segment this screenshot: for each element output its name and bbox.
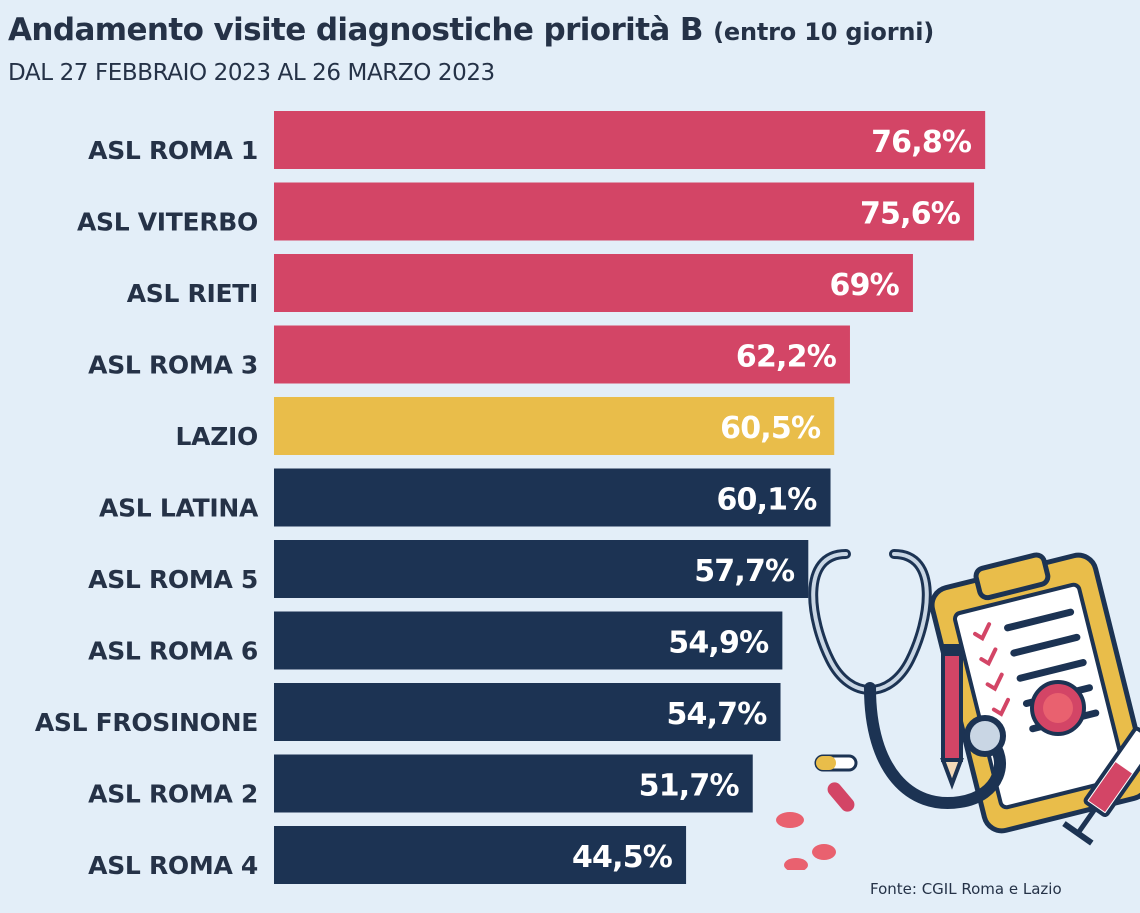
category-label: ASL VITERBO	[77, 208, 258, 237]
bar	[274, 397, 835, 455]
pill-icon	[776, 754, 858, 870]
value-label: 51,7%	[639, 769, 740, 804]
bar	[274, 826, 687, 884]
value-label: 57,7%	[694, 554, 795, 589]
bar-group: ASL ROMA 5 57,7%	[88, 540, 809, 598]
chart-title-paren: (entro 10 giorni)	[713, 18, 935, 46]
syringe-icon	[1062, 726, 1140, 846]
value-label: 54,7%	[666, 697, 767, 732]
bar	[274, 468, 831, 527]
bar	[274, 254, 913, 312]
bar	[274, 111, 986, 169]
bar	[274, 683, 781, 741]
value-label: 60,1%	[716, 483, 817, 518]
bar	[274, 325, 850, 384]
bar-group: ASL ROMA 3 62,2%	[88, 325, 850, 384]
category-label: ASL ROMA 1	[88, 136, 258, 165]
value-label: 69%	[830, 268, 900, 303]
pencil-icon	[940, 644, 964, 790]
bar-group: LAZIO 60,5%	[176, 397, 835, 455]
bar-group: ASL VITERBO 75,6%	[77, 182, 975, 241]
value-label: 75,6%	[860, 197, 961, 232]
category-label: LAZIO	[176, 422, 258, 451]
bar	[274, 540, 809, 598]
bar-group: ASL ROMA 4 44,5%	[88, 826, 687, 884]
chart-title-main: Andamento visite diagnostiche priorità B	[8, 12, 704, 48]
value-label: 76,8%	[871, 125, 972, 160]
category-label: ASL ROMA 2	[88, 780, 258, 809]
chart-subtitle: DAL 27 FEBBRAIO 2023 AL 26 MARZO 2023	[8, 60, 495, 86]
bar	[274, 182, 975, 241]
bar-group: ASL FROSINONE 54,7%	[35, 683, 781, 741]
bar	[274, 754, 753, 813]
value-label: 62,2%	[736, 340, 837, 375]
category-label: ASL RIETI	[127, 279, 258, 308]
stethoscope-icon	[808, 549, 1006, 809]
category-label: ASL ROMA 5	[88, 565, 258, 594]
source-note: Fonte: CGIL Roma e Lazio	[870, 880, 1062, 898]
bar	[274, 611, 783, 670]
chart-title: Andamento visite diagnostiche priorità B…	[8, 12, 934, 48]
bar-group: ASL ROMA 6 54,9%	[88, 611, 783, 670]
value-label: 60,5%	[720, 411, 821, 446]
category-label: ASL ROMA 4	[88, 851, 258, 880]
medical-illustration	[776, 549, 1140, 870]
bar-group: ASL LATINA 60,1%	[99, 468, 831, 527]
category-label: ASL LATINA	[99, 494, 259, 523]
bar-group: ASL RIETI 69%	[127, 254, 913, 312]
bar-group: ASL ROMA 2 51,7%	[88, 754, 753, 813]
value-label: 44,5%	[572, 840, 673, 875]
category-label: ASL FROSINONE	[35, 708, 258, 737]
value-label: 54,9%	[668, 626, 769, 661]
bar-group: ASL ROMA 1 76,8%	[88, 111, 986, 169]
category-label: ASL ROMA 3	[88, 351, 258, 380]
category-label: ASL ROMA 6	[88, 637, 258, 666]
